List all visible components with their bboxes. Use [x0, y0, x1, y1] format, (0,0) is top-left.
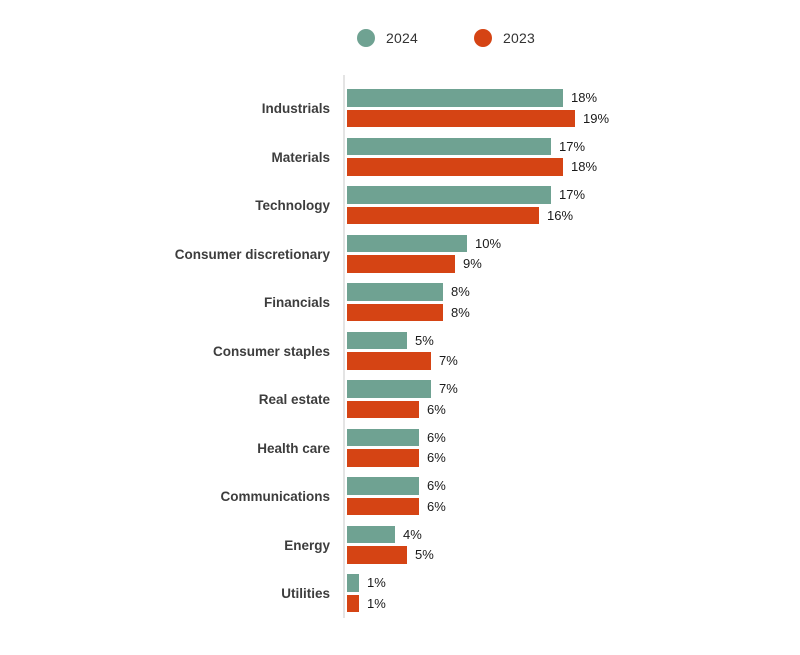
- bar-2023: [347, 497, 419, 515]
- category-label: Health care: [257, 440, 330, 456]
- bar-2024: [347, 283, 443, 301]
- value-label-2023: 19%: [583, 110, 610, 126]
- bar-2023: [347, 109, 575, 127]
- chart-row: Industrials 18% 19%: [0, 89, 800, 128]
- chart-row: Real estate 7% 6%: [0, 380, 800, 419]
- value-label-2024: 7%: [439, 381, 458, 396]
- value-label-2024: 18%: [571, 90, 598, 105]
- bar-2024: [347, 234, 467, 252]
- value-label-2023: 18%: [571, 159, 598, 174]
- legend-label-2023: 2023: [503, 30, 535, 46]
- category-label: Technology: [255, 198, 330, 213]
- legend-swatch-2024-icon: [357, 29, 375, 47]
- bar-2023: [347, 158, 563, 176]
- value-label-2024: 17%: [559, 138, 586, 154]
- category-label: Financials: [263, 295, 330, 310]
- bar-2024: [347, 89, 563, 107]
- value-label-2024: 6%: [427, 478, 446, 493]
- y-axis-line: [343, 75, 345, 618]
- value-label-2024: 1%: [367, 575, 386, 590]
- value-label-2024: 4%: [403, 526, 422, 542]
- legend-swatch-2023-icon: [474, 29, 492, 47]
- category-label: Utilities: [281, 586, 330, 601]
- chart-row: Financials 8% 8%: [0, 283, 800, 322]
- chart-row: Health care 6% 6%: [0, 428, 800, 468]
- chart-row: Materials 17% 18%: [0, 137, 800, 177]
- category-label: Consumer discretionary: [174, 246, 330, 262]
- bar-2023: [347, 546, 407, 564]
- bar-2024: [347, 331, 407, 349]
- value-label-2024: 5%: [415, 332, 434, 348]
- value-label-2023: 7%: [439, 353, 458, 368]
- bar-2024: [347, 525, 395, 543]
- value-label-2024: 6%: [427, 429, 446, 445]
- value-label-2024: 17%: [559, 187, 586, 202]
- value-label-2023: 5%: [415, 547, 434, 562]
- chart-row: Utilities 1% 1%: [0, 574, 800, 613]
- category-label: Materials: [271, 149, 330, 165]
- value-label-2024: 8%: [451, 284, 470, 299]
- bar-2024: [347, 137, 551, 155]
- legend-item-2023: 2023: [474, 29, 535, 47]
- bar-2024: [347, 574, 359, 592]
- value-label-2023: 6%: [427, 401, 446, 417]
- bar-2024: [347, 186, 551, 204]
- bar-2024: [347, 428, 419, 446]
- category-label: Real estate: [258, 392, 330, 407]
- value-label-2023: 9%: [463, 256, 482, 271]
- value-label-2023: 1%: [367, 595, 386, 611]
- chart-row: Consumer discretionary 10% 9%: [0, 234, 800, 274]
- category-label: Consumer staples: [212, 343, 330, 359]
- category-label: Energy: [284, 537, 330, 553]
- legend-label-2024: 2024: [386, 30, 418, 46]
- category-label: Communications: [220, 489, 330, 504]
- chart-row: Communications 6% 6%: [0, 477, 800, 516]
- bar-2023: [347, 400, 419, 418]
- chart-row: Consumer staples 5% 7%: [0, 331, 800, 371]
- value-label-2023: 6%: [427, 498, 446, 514]
- legend-item-2024: 2024: [357, 29, 418, 47]
- bar-2023: [347, 206, 539, 224]
- value-label-2023: 6%: [427, 450, 446, 465]
- bar-2023: [347, 352, 431, 370]
- bar-2024: [347, 380, 431, 398]
- bar-2023: [347, 449, 419, 467]
- value-label-2023: 8%: [451, 304, 470, 320]
- chart-row: Technology 17% 16%: [0, 186, 800, 225]
- bar-2023: [347, 594, 359, 612]
- bar-2023: [347, 255, 455, 273]
- bar-2024: [347, 477, 419, 495]
- category-label: Industrials: [261, 101, 330, 116]
- value-label-2023: 16%: [547, 207, 574, 223]
- chart-row: Energy 4% 5%: [0, 525, 800, 565]
- bar-2023: [347, 303, 443, 321]
- value-label-2024: 10%: [475, 235, 502, 251]
